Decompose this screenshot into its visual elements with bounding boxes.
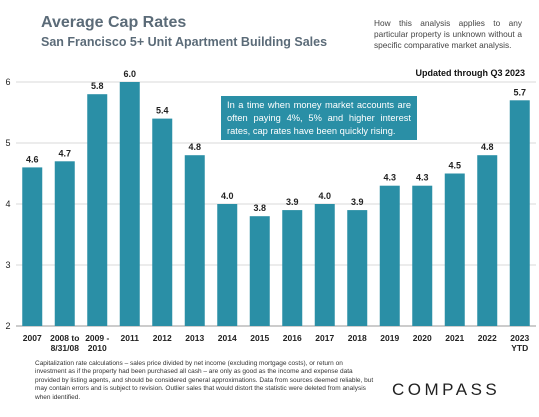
bar xyxy=(249,216,270,326)
x-tick-label: YTD xyxy=(511,343,528,353)
x-tick-label: 2013 xyxy=(185,333,204,343)
chart-title: Average Cap Rates xyxy=(41,14,187,31)
x-tick-label: 2010 xyxy=(88,343,107,353)
footnote: Capitalization rate calculations – sales… xyxy=(35,360,374,401)
bar xyxy=(412,185,433,326)
data-label: 4.6 xyxy=(26,154,39,164)
x-tick-label: 2021 xyxy=(445,333,464,343)
x-tick-label: 2014 xyxy=(218,333,237,343)
x-tick-label: 2022 xyxy=(478,333,497,343)
y-tick-label: 4 xyxy=(5,199,10,209)
data-label: 4.8 xyxy=(188,142,201,152)
data-label: 4.0 xyxy=(221,191,234,201)
x-tick-label: 2015 xyxy=(250,333,269,343)
data-label: 5.4 xyxy=(156,106,169,116)
bar xyxy=(477,155,498,326)
data-label: 4.3 xyxy=(383,173,396,183)
bar xyxy=(152,118,173,326)
x-tick-label: 2011 xyxy=(121,333,140,343)
bar xyxy=(379,185,400,326)
bar xyxy=(217,204,238,326)
data-label: 4.5 xyxy=(448,161,461,171)
data-label: 4.8 xyxy=(481,142,494,152)
bar xyxy=(347,210,368,326)
x-tick-label: 2009 - xyxy=(85,333,109,343)
bar xyxy=(282,210,303,326)
bar xyxy=(22,167,43,326)
x-tick-label: 2018 xyxy=(348,333,367,343)
bar xyxy=(184,155,205,326)
x-tick-label: 2012 xyxy=(153,333,172,343)
data-label: 4.3 xyxy=(416,173,429,183)
x-tick-label: 2023 xyxy=(510,333,529,343)
bar xyxy=(54,161,75,326)
x-tick-label: 2020 xyxy=(413,333,432,343)
x-tick-label: 2017 xyxy=(315,333,334,343)
data-label: 5.8 xyxy=(91,81,104,91)
x-tick-label: 8/31/08 xyxy=(51,343,80,353)
y-tick-label: 5 xyxy=(5,138,10,148)
x-tick-label: 2019 xyxy=(380,333,399,343)
y-tick-label: 3 xyxy=(5,260,10,270)
x-tick-label: 2008 to xyxy=(50,333,79,343)
data-label: 6.0 xyxy=(123,69,136,79)
y-tick-label: 6 xyxy=(5,77,10,87)
updated-label: Updated through Q3 2023 xyxy=(415,68,525,78)
data-label: 4.7 xyxy=(58,148,71,158)
x-tick-label: 2016 xyxy=(283,333,302,343)
bar xyxy=(87,94,108,326)
data-label: 3.9 xyxy=(351,197,364,207)
data-label: 3.9 xyxy=(286,197,299,207)
data-label: 3.8 xyxy=(253,203,266,213)
callout-box: In a time when money market accounts are… xyxy=(221,96,417,140)
data-label: 5.7 xyxy=(513,87,526,97)
chart-subtitle: San Francisco 5+ Unit Apartment Building… xyxy=(41,35,328,49)
bar xyxy=(119,82,140,326)
compass-logo: COMPASS xyxy=(392,380,501,399)
bar xyxy=(314,204,335,326)
data-label: 4.0 xyxy=(318,191,331,201)
x-tick-label: 2007 xyxy=(23,333,42,343)
bar xyxy=(444,173,465,326)
bar xyxy=(509,100,530,326)
analysis-disclaimer: How this analysis applies to any particu… xyxy=(374,18,522,50)
y-tick-label: 2 xyxy=(5,321,10,331)
